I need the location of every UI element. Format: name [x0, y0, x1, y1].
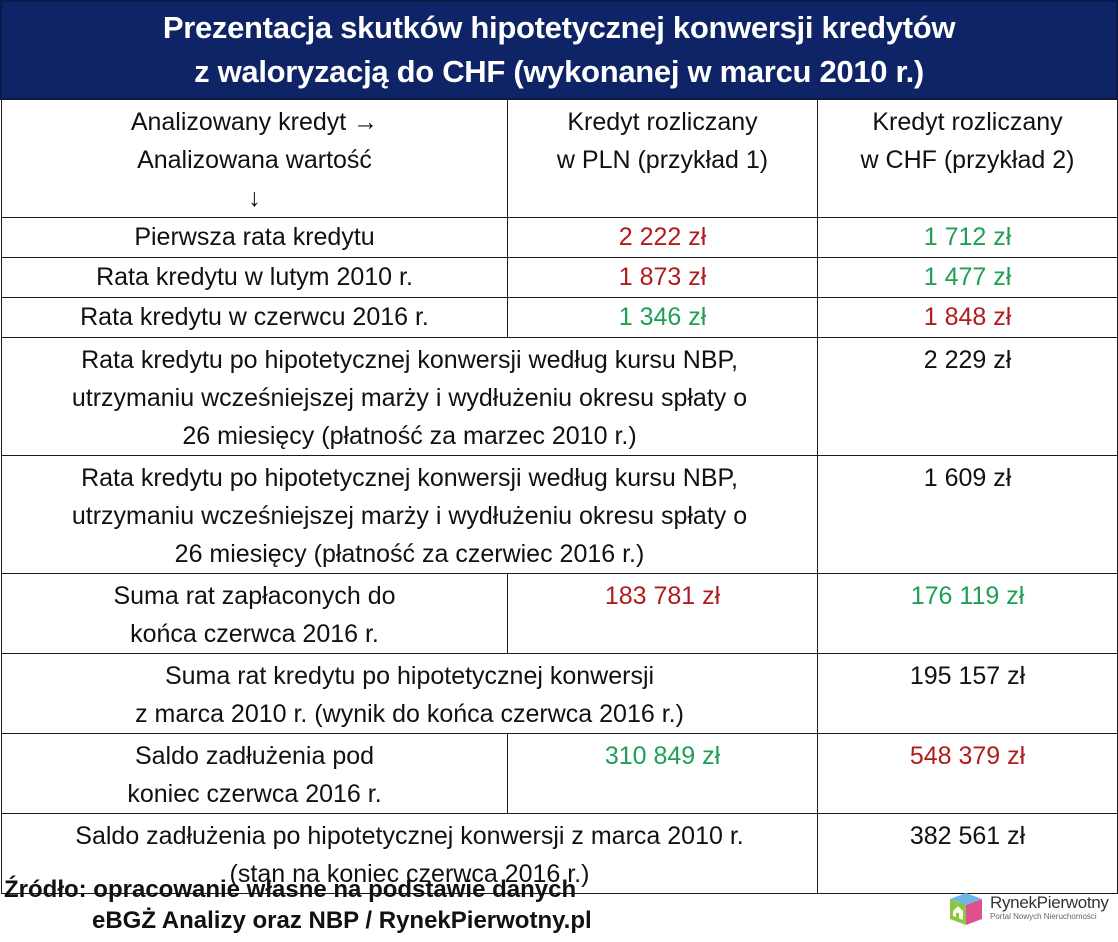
- row-label-line: utrzymaniu wcześniejszej marży i wydłuże…: [71, 384, 748, 412]
- pln-value: 1 873 zł: [507, 257, 818, 298]
- chf-value: 176 119 zł: [817, 573, 1118, 654]
- table-row: Saldo zadłużenia pod koniec czerwca 2016…: [1, 733, 1118, 814]
- conversion-value: 195 157 zł: [817, 653, 1118, 734]
- source-line-1: Źródło: opracowanie własne na podstawie …: [4, 876, 577, 903]
- table-row: Suma rat zapłaconych do końca czerwca 20…: [1, 573, 1118, 654]
- row-label-line: Saldo zadłużenia po hipotetycznej konwer…: [75, 822, 744, 850]
- row-label: Rata kredytu w lutym 2010 r.: [1, 257, 508, 298]
- row-label-line: 26 miesięcy (płatność za czerwiec 2016 r…: [174, 540, 645, 568]
- pln-value: 183 781 zł: [507, 573, 818, 654]
- row-label: Rata kredytu w czerwcu 2016 r.: [1, 297, 508, 338]
- header-col3-line1: Kredyt rozliczany: [872, 108, 1063, 136]
- chf-value: 1 848 zł: [817, 297, 1118, 338]
- chf-value: 1 477 zł: [817, 257, 1118, 298]
- title-line-1: Prezentacja skutków hipotetycznej konwer…: [162, 10, 956, 45]
- header-col3-line2: w CHF (przykład 2): [860, 146, 1075, 174]
- row-label: Saldo zadłużenia pod koniec czerwca 2016…: [1, 733, 508, 814]
- row-label: Rata kredytu po hipotetycznej konwersji …: [1, 455, 818, 574]
- table-row: Rata kredytu w czerwcu 2016 r. 1 346 zł …: [1, 297, 1118, 338]
- header-col2-line1: Kredyt rozliczany: [567, 108, 758, 136]
- row-label: Saldo zadłużenia po hipotetycznej konwer…: [1, 813, 818, 894]
- row-label-line: Rata kredytu po hipotetycznej konwersji …: [81, 464, 738, 492]
- chf-value: 548 379 zł: [817, 733, 1118, 814]
- conversion-value: 1 609 zł: [817, 455, 1118, 574]
- row-label-line: Suma rat zapłaconych do: [113, 582, 396, 610]
- conversion-value: 2 229 zł: [817, 337, 1118, 456]
- pln-value: 2 222 zł: [507, 217, 818, 258]
- title-line-2: z waloryzacją do CHF (wykonanej w marcu …: [194, 54, 924, 89]
- row-label-line: utrzymaniu wcześniejszej marży i wydłuże…: [71, 502, 748, 530]
- arrow-down-icon: ↓: [248, 184, 261, 212]
- row-label: Rata kredytu po hipotetycznej konwersji …: [1, 337, 818, 456]
- row-label-line: koniec czerwca 2016 r.: [127, 780, 382, 808]
- source-line-2: eBGŻ Analizy oraz NBP / RynekPierwotny.p…: [92, 907, 592, 934]
- table-title: Prezentacja skutków hipotetycznej konwer…: [0, 0, 1118, 100]
- conversion-value: 382 561 zł: [817, 813, 1118, 894]
- source-note: Źródło: opracowanie własne na podstawie …: [4, 874, 592, 936]
- row-label-line: 26 miesięcy (płatność za marzec 2010 r.): [182, 422, 637, 450]
- comparison-table: Analizowany kredyt → Analizowana wartość…: [1, 99, 1118, 894]
- header-col1-line2: Analizowana wartość: [137, 146, 372, 174]
- row-label: Pierwsza rata kredytu: [1, 217, 508, 258]
- header-col1-line1: Analizowany kredyt →: [130, 108, 379, 136]
- table-row: Pierwsza rata kredytu 2 222 zł 1 712 zł: [1, 217, 1118, 258]
- table-row: Suma rat kredytu po hipotetycznej konwer…: [1, 653, 1118, 734]
- header-analyzed-value: Analizowany kredyt → Analizowana wartość…: [1, 99, 508, 218]
- header-row: Analizowany kredyt → Analizowana wartość…: [1, 99, 1118, 218]
- table-row: Rata kredytu po hipotetycznej konwersji …: [1, 455, 1118, 574]
- row-label-line: Suma rat kredytu po hipotetycznej konwer…: [164, 662, 655, 690]
- row-label: Suma rat kredytu po hipotetycznej konwer…: [1, 653, 818, 734]
- header-pln-loan: Kredyt rozliczany w PLN (przykład 1): [507, 99, 818, 218]
- pln-value: 1 346 zł: [507, 297, 818, 338]
- row-label: Suma rat zapłaconych do końca czerwca 20…: [1, 573, 508, 654]
- header-col2-line2: w PLN (przykład 1): [556, 146, 769, 174]
- row-label-line: Rata kredytu po hipotetycznej konwersji …: [81, 346, 738, 374]
- logo-tagline: Portal Nowych Nieruchomości: [990, 912, 1097, 921]
- row-label-line: z marca 2010 r. (wynik do końca czerwca …: [135, 700, 684, 728]
- house-cube-icon: [946, 889, 986, 927]
- header-chf-loan: Kredyt rozliczany w CHF (przykład 2): [817, 99, 1118, 218]
- table-row: Rata kredytu po hipotetycznej konwersji …: [1, 337, 1118, 456]
- pln-value: 310 849 zł: [507, 733, 818, 814]
- rynekpierwotny-logo: RynekPierwotny Portal Nowych Nieruchomoś…: [946, 886, 1118, 930]
- row-label-line: końca czerwca 2016 r.: [130, 620, 379, 648]
- table-row: Rata kredytu w lutym 2010 r. 1 873 zł 1 …: [1, 257, 1118, 298]
- row-label-line: Saldo zadłużenia pod: [134, 742, 375, 770]
- row-label-line: (stan na koniec czerwca 2016 r.): [229, 860, 590, 888]
- table-row: Saldo zadłużenia po hipotetycznej konwer…: [1, 813, 1118, 894]
- chf-value: 1 712 zł: [817, 217, 1118, 258]
- logo-name: RynekPierwotny: [990, 893, 1109, 912]
